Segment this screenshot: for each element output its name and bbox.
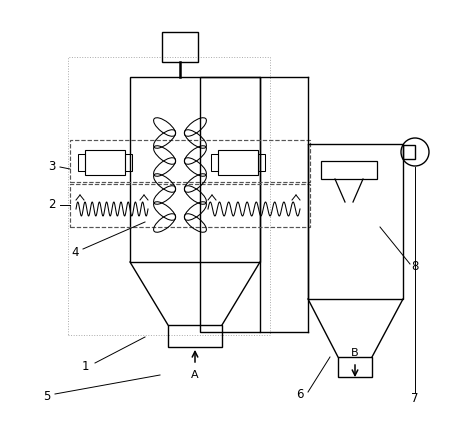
Bar [200, 77, 260, 332]
Text: B: B [351, 348, 359, 358]
Bar [70, 184, 310, 227]
Text: A: A [191, 370, 199, 380]
Bar [403, 145, 415, 159]
Text: 6: 6 [296, 388, 304, 402]
Bar [85, 150, 125, 175]
Bar [258, 154, 265, 171]
Bar [321, 161, 377, 179]
Text: 7: 7 [411, 392, 419, 406]
Text: 4: 4 [71, 246, 79, 259]
Text: 2: 2 [48, 198, 56, 212]
Text: 8: 8 [411, 260, 419, 274]
Bar [125, 154, 132, 171]
Text: 3: 3 [48, 160, 56, 173]
Bar [218, 150, 258, 175]
Bar [338, 357, 372, 377]
Text: 1: 1 [81, 361, 89, 374]
Bar [70, 140, 310, 182]
Bar [78, 154, 85, 171]
Text: 5: 5 [43, 391, 51, 403]
Bar [130, 77, 260, 262]
Bar [68, 57, 270, 335]
Bar [168, 325, 222, 347]
Bar [308, 144, 403, 299]
Bar [162, 32, 198, 62]
Bar [211, 154, 218, 171]
